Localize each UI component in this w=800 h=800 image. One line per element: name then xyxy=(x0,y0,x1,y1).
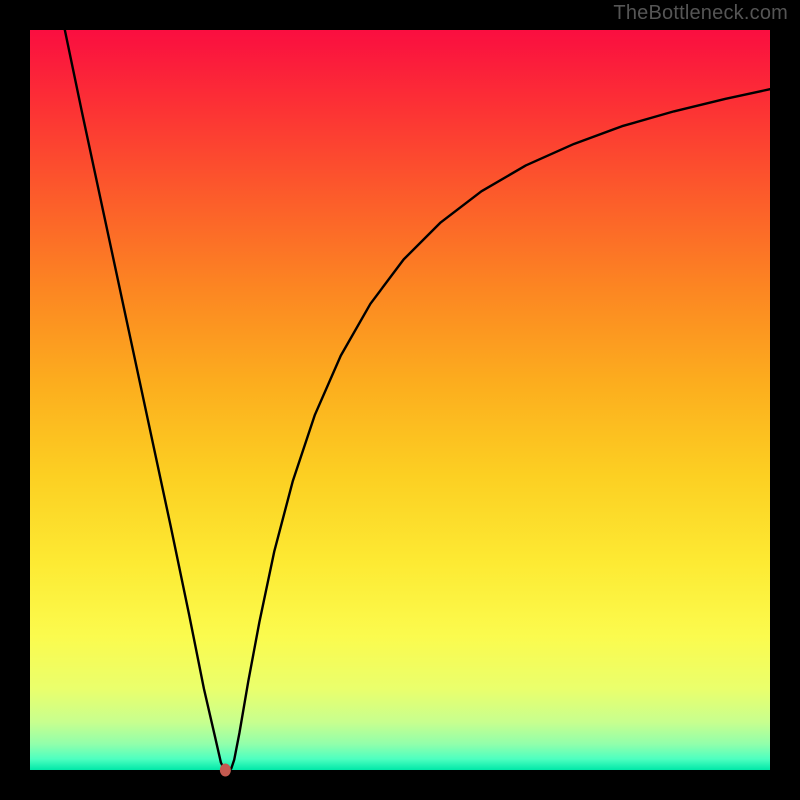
bottleneck-curve xyxy=(63,23,770,770)
chart-bottom-border xyxy=(30,770,770,800)
chart-left-border xyxy=(0,0,30,800)
plot-area xyxy=(30,30,770,770)
watermark-text: TheBottleneck.com xyxy=(613,2,788,25)
chart-right-border xyxy=(770,0,800,800)
optimum-marker xyxy=(220,764,231,777)
chart-overlay xyxy=(30,30,770,770)
